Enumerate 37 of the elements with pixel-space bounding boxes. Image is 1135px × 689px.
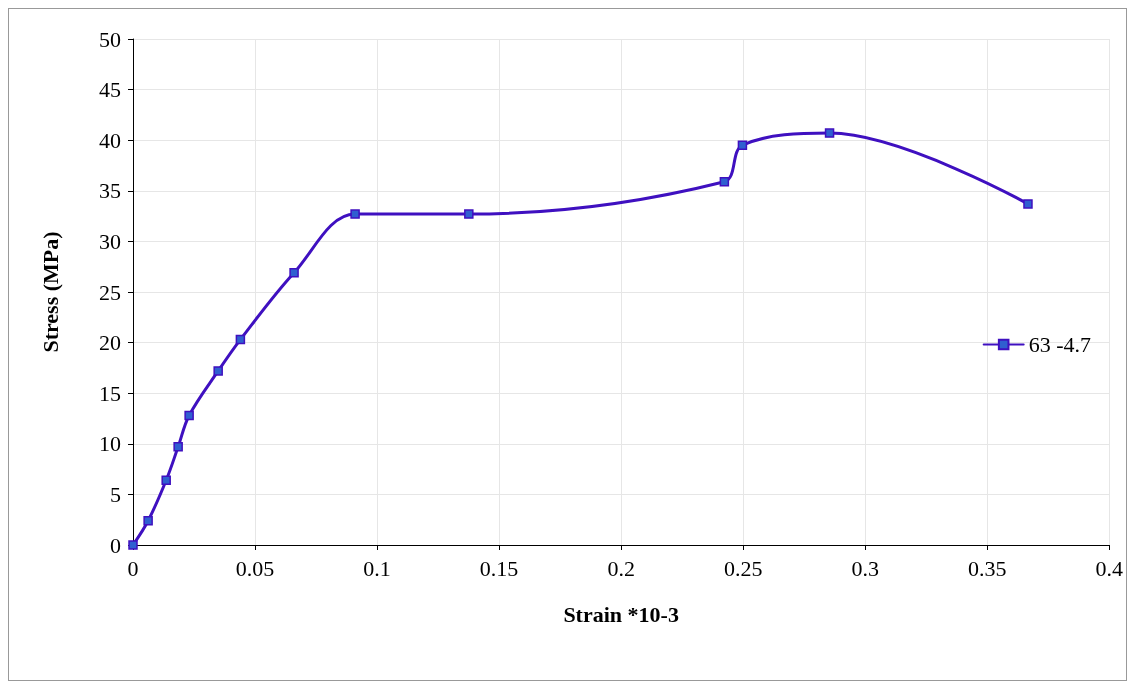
point <box>128 540 138 550</box>
point <box>719 176 730 187</box>
y-tick-label: 30 <box>99 228 121 254</box>
x-tick-label: 0.15 <box>479 555 519 581</box>
y-tick-label: 50 <box>99 26 121 52</box>
point <box>235 334 246 345</box>
y-axis-title: Stress (MPa) <box>37 231 63 353</box>
point <box>737 140 748 151</box>
point <box>213 366 223 376</box>
x-tick-label: 0 <box>127 555 139 581</box>
y-tick-label: 40 <box>99 127 121 153</box>
point <box>173 442 183 452</box>
x-tick-label: 0.1 <box>363 555 391 581</box>
x-tick-label: 0.3 <box>851 555 879 581</box>
point <box>184 410 194 421</box>
point <box>143 515 153 526</box>
y-tick-label: 25 <box>99 279 121 305</box>
x-axis-title: Strain *10-3 <box>563 601 679 627</box>
y-tick-label: 20 <box>99 330 121 356</box>
x-tick-label: 0.35 <box>967 555 1007 581</box>
y-tick-label: 10 <box>99 431 121 457</box>
legend-label: 63 -4.7 <box>1028 332 1091 357</box>
x-tick-label: 0.25 <box>723 555 763 581</box>
point <box>161 475 171 485</box>
y-tick-label: 35 <box>99 178 121 204</box>
y-tick-label: 5 <box>110 481 121 507</box>
y-tick-label: 45 <box>99 77 121 103</box>
y-tick-label: 15 <box>99 380 121 406</box>
point <box>824 128 835 138</box>
point <box>289 268 299 278</box>
x-tick-label: 0.4 <box>1095 555 1123 581</box>
x-tick-label: 0.2 <box>607 555 635 581</box>
point <box>1023 199 1033 209</box>
point <box>350 209 360 219</box>
x-tick-label: 0.05 <box>235 555 275 581</box>
y-tick-label: 0 <box>110 532 121 558</box>
point <box>464 209 474 219</box>
